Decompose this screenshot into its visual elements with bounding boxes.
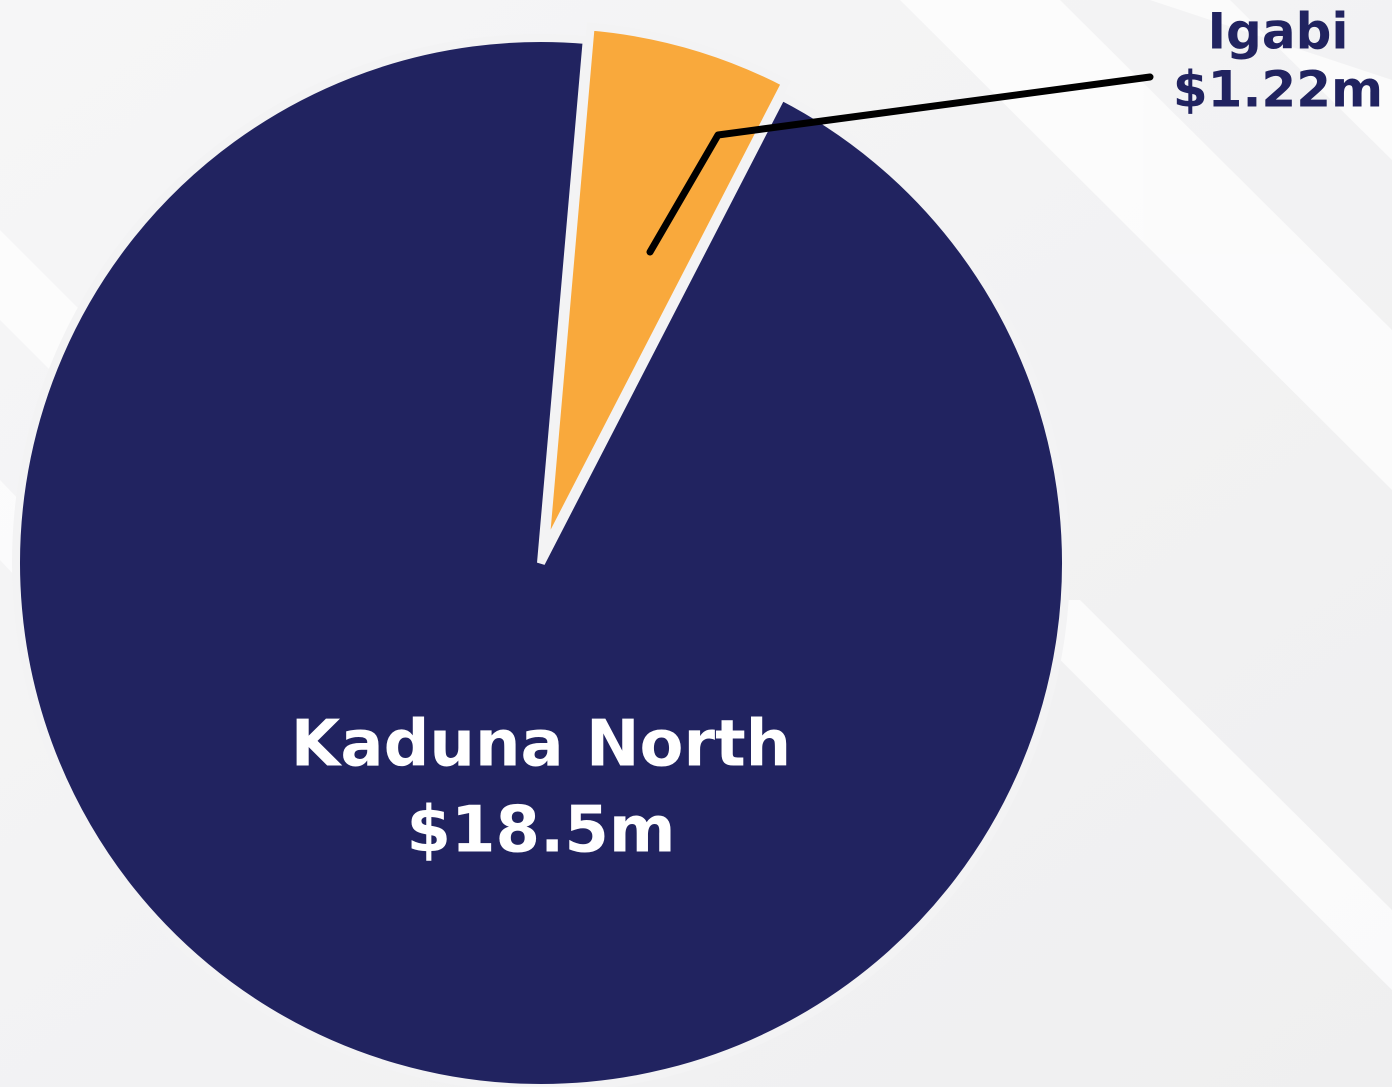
leader-line [646,73,1154,256]
slice-value-label: $18.5m [406,794,675,868]
pie-slice [12,34,1070,1087]
pie-slice [540,22,791,552]
slice-label: Igabi [1207,3,1348,61]
slice-label: Kaduna North [291,708,791,782]
slice-value-label: $1.22m [1173,61,1383,119]
pie [12,22,1070,1087]
labels: Igabi$1.22m Kaduna North $18.5m [291,3,1383,868]
